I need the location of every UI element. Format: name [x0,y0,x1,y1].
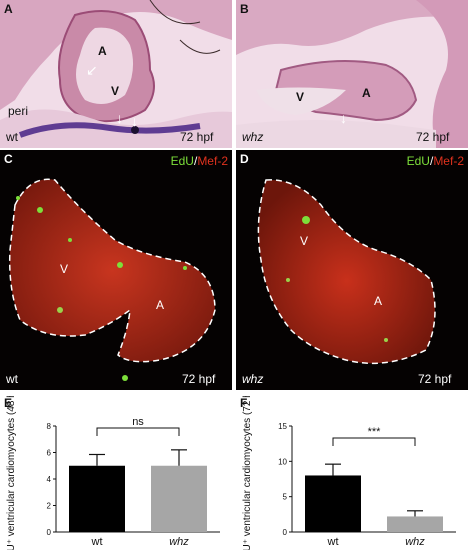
panel-d-stage: 72 hpf [418,372,452,386]
panel-d-letter: D [240,152,249,166]
chart-e: % EdU⁺ ventricular cardiomyocytes (48 hp… [6,396,220,550]
arrow-icon: ↙ [86,62,98,78]
y-tick-label: 6 [47,449,52,458]
y-tick-label: 2 [47,502,52,511]
x-tick-label-wt: wt [327,536,339,548]
stain-mef2: Mef-2 [197,154,228,168]
y-tick-label: 4 [47,475,52,484]
bar-wt [305,475,361,532]
panel-b-tissue [236,0,468,148]
panel-c-stain-legend: EdU/Mef-2 [171,154,228,168]
panel-b-ventricle-label: V [296,90,305,104]
y-tick-label: 10 [278,457,287,466]
panel-c-letter: C [4,152,13,166]
y-tick-label: 0 [47,528,52,537]
stain-separator: / [429,154,434,168]
panel-a-genotype: wt [6,130,18,144]
chart-f: % EdU⁺ ventricular cardiomyocytes (72 hp… [242,396,456,550]
panel-b-genotype: whz [242,130,264,144]
significance-bracket [96,427,180,436]
panel-d-atrium-label: A [374,294,383,308]
panel-c-ventricle-label: V [60,262,69,276]
panel-f-letter: F [240,396,248,410]
bar-whz [151,465,207,532]
stain-separator: / [193,154,198,168]
bar-wt [69,465,125,532]
panel-a-peri-label: peri [8,104,29,118]
chart-f-ylabel: % EdU⁺ ventricular cardiomyocytes (72 hp… [242,396,253,550]
x-tick-label-whz: whz [405,536,425,548]
x-tick-label-whz: whz [169,536,189,548]
panel-b-histology-whz: B V A ↓ whz 72 hpf [236,0,468,148]
panel-c-fluorescence-wt: C EdU/Mef-2 V A wt 72 hpf [0,150,232,390]
panel-d-ventricle-label: V [300,234,309,248]
panel-b-stage: 72 hpf [416,130,450,144]
panel-c-stage: 72 hpf [182,372,216,386]
chart-e-ylabel: % EdU⁺ ventricular cardiomyocytes (48 hp… [6,396,17,550]
panel-a-letter: A [4,2,13,16]
y-tick-label: 0 [283,528,288,537]
y-tick-label: 15 [278,422,287,431]
arrow-icon: ↓ [131,113,138,129]
panel-b-atrium-label: A [362,86,371,100]
panel-d-stain-legend: EdU/Mef-2 [407,154,464,168]
significance-label: ns [132,416,144,428]
panel-a-atrium-label: A [98,44,107,58]
y-tick-label: 8 [47,422,52,431]
y-tick-label: 5 [283,493,288,502]
panel-a-stage: 72 hpf [180,130,214,144]
panel-c-atrium-label: A [156,298,165,312]
panel-d-fluorescence-whz: D EdU/Mef-2 V A whz 72 hpf [236,150,468,390]
stain-edu: EdU [406,154,430,168]
significance-label: *** [368,426,382,438]
stain-mef2: Mef-2 [433,154,464,168]
panel-a-tissue [0,0,232,148]
panel-a-ventricle-label: V [111,84,120,98]
panel-a-histology-wt: A A V peri ↙ ↓ ↓ wt 72 hpf [0,0,232,148]
bar-whz [387,516,443,532]
panel-c-heart [8,178,216,381]
arrow-icon: ↓ [340,110,347,126]
stain-edu: EdU [170,154,194,168]
panel-b-letter: B [240,2,249,16]
panel-d-heart [257,179,436,365]
significance-bracket [332,437,416,446]
panel-c-genotype: wt [6,372,18,386]
panel-d-genotype: whz [242,372,264,386]
panel-e-letter: E [4,396,13,410]
arrow-icon: ↓ [116,110,123,126]
x-tick-label-wt: wt [91,536,103,548]
